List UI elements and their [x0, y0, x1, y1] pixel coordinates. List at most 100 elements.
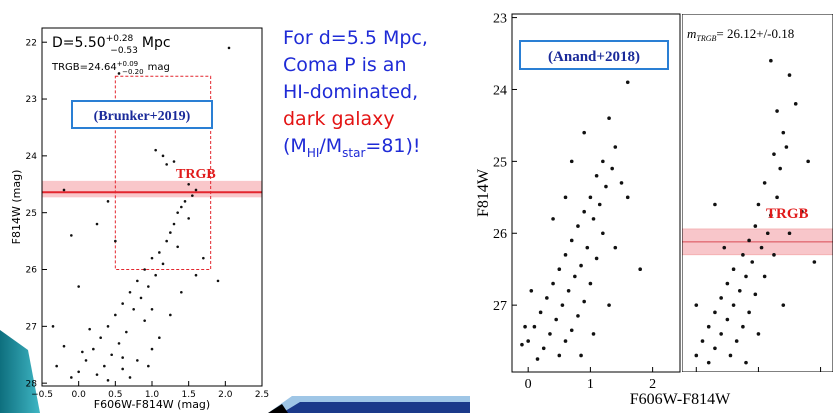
point	[55, 364, 58, 368]
x-tick-label: −0.5	[31, 390, 53, 400]
point	[775, 109, 779, 113]
y-axis-label: F814W	[475, 168, 492, 217]
point	[579, 263, 583, 268]
point	[84, 359, 88, 362]
trgb-plus: +0.09	[117, 60, 138, 68]
text-part: /M	[319, 135, 342, 157]
eq: =	[716, 26, 727, 41]
point	[713, 202, 717, 207]
point	[103, 364, 106, 368]
point	[582, 299, 586, 304]
point	[585, 245, 590, 250]
point	[625, 80, 630, 85]
point	[753, 224, 758, 228]
point	[172, 160, 176, 163]
source: (Anand+2018)	[548, 49, 640, 65]
point	[535, 357, 540, 361]
point	[744, 274, 748, 279]
point	[569, 328, 574, 333]
point	[563, 339, 568, 343]
point	[597, 202, 602, 207]
x-tick-label: 0	[693, 377, 700, 392]
point	[793, 102, 798, 106]
x-tick-label: 2.5	[255, 390, 269, 400]
point	[62, 344, 66, 348]
point	[147, 364, 150, 368]
x-tick-label: 1.5	[182, 390, 196, 400]
point	[722, 245, 727, 250]
point	[619, 181, 624, 185]
point	[150, 347, 154, 351]
point	[625, 195, 630, 200]
slide-text: dark galaxy	[283, 108, 395, 130]
point	[165, 239, 168, 243]
point	[806, 159, 810, 164]
point	[563, 253, 568, 257]
text-part: (M	[283, 135, 307, 157]
point	[566, 288, 571, 293]
point	[560, 303, 565, 307]
source-box	[519, 40, 669, 70]
point	[125, 330, 128, 334]
slide-text: (MHI/Mstar=81)!	[283, 135, 421, 160]
point	[613, 245, 618, 250]
point	[526, 339, 530, 343]
point	[579, 353, 583, 358]
trgb-minus: −0.20	[122, 68, 143, 76]
point	[731, 303, 736, 307]
point	[737, 288, 742, 293]
y-tick-label: 27	[26, 322, 37, 332]
y-axis-label: F814W (mag)	[10, 170, 23, 245]
point	[576, 314, 580, 318]
point	[573, 274, 577, 279]
point	[545, 296, 549, 300]
point	[607, 303, 611, 307]
point	[147, 285, 150, 288]
point	[161, 154, 165, 158]
point	[582, 130, 586, 135]
point	[700, 339, 705, 343]
point	[150, 256, 154, 260]
point	[95, 373, 99, 376]
point	[538, 310, 543, 315]
point	[706, 324, 711, 329]
right-plot-b: 0 1 2	[682, 14, 833, 392]
point	[762, 274, 767, 279]
x-tick-label: 0.0	[72, 390, 87, 400]
m: m	[687, 26, 696, 41]
point	[744, 360, 748, 365]
slide-text: For d=5.5 Mpc,	[283, 27, 428, 49]
point	[551, 217, 555, 221]
y-tick-label: 25	[493, 155, 507, 170]
distance-plus: +0.28	[106, 34, 134, 44]
point	[772, 253, 776, 257]
point	[88, 327, 91, 331]
point	[772, 152, 776, 156]
point	[216, 279, 220, 283]
text-sub: star	[342, 146, 365, 160]
point	[778, 166, 782, 171]
point	[110, 353, 113, 357]
trgb-value: 26.12	[727, 26, 756, 41]
point	[551, 281, 555, 286]
trgb-value: 24.64	[88, 62, 117, 73]
point	[121, 356, 124, 359]
point	[51, 325, 55, 328]
point	[132, 307, 135, 311]
point	[591, 217, 596, 221]
point	[121, 302, 124, 305]
point	[520, 342, 524, 347]
point	[762, 181, 767, 185]
slide-text: HI-dominated,	[283, 81, 418, 103]
text-part: =81)!	[365, 135, 420, 157]
point	[800, 209, 804, 214]
y-tick-label: 23	[26, 95, 37, 105]
y-tick-label: 26	[493, 227, 507, 242]
point	[604, 184, 608, 189]
point	[591, 332, 596, 336]
m-sub: TRGB	[696, 34, 716, 43]
x-axis-label: F606W-F814W (mag)	[94, 398, 210, 411]
point	[787, 231, 792, 236]
x-tick-label: 1	[755, 377, 762, 392]
